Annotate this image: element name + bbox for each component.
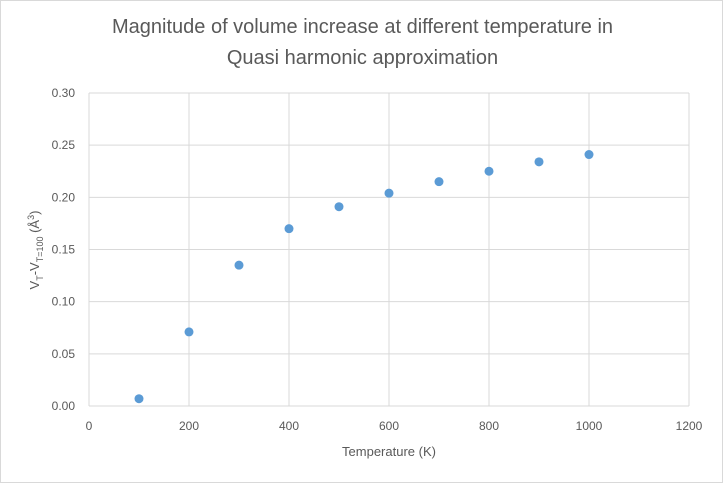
y-axis-title-sub1: T [35,275,45,281]
horizontal-gridlines [89,92,689,407]
y-axis-title-sub2: T=100 [35,237,45,263]
data-point [334,202,344,212]
data-point [534,157,544,167]
y-axis-title-unit: (Å [27,220,42,237]
data-point [584,150,594,160]
data-point [284,224,294,234]
x-tick-label: 200 [179,419,199,433]
x-axis-title: Temperature (K) [342,444,436,459]
y-tick-label: 0.30 [52,86,76,100]
y-axis-title: VT-VT=100 (Å3) [26,211,45,290]
y-tick-label: 0.25 [52,138,76,152]
y-axis-tick-labels: 0.00 0.05 0.10 0.15 0.20 0.25 0.30 [52,86,76,413]
y-axis-title-sup: 3 [26,215,36,220]
x-axis-tick-labels: 0 200 400 600 800 1000 1200 [86,419,703,433]
y-tick-label: 0.05 [52,347,76,361]
y-tick-label: 0.15 [52,243,76,257]
chart-title: Magnitude of volume increase at differen… [0,12,725,74]
chart-title-line-2: Quasi harmonic approximation [226,47,499,69]
y-axis-title-dash: -V [27,262,42,275]
data-point [434,177,444,187]
x-tick-label: 0 [86,419,93,433]
x-tick-label: 1000 [576,419,603,433]
data-point [134,394,144,404]
y-axis-title-close: ) [27,211,42,215]
data-point [184,327,194,337]
chart-title-line-1: Magnitude of volume increase at differen… [111,16,614,38]
data-point [384,188,394,198]
y-tick-label: 0.00 [52,399,76,413]
data-point [234,260,244,270]
data-point [484,166,494,176]
y-tick-label: 0.10 [52,295,76,309]
x-tick-label: 1200 [676,419,703,433]
data-points [134,150,594,404]
x-tick-label: 800 [479,419,499,433]
x-tick-label: 600 [379,419,399,433]
x-tick-label: 400 [279,419,299,433]
y-axis-title-v1: V [27,280,42,289]
y-tick-label: 0.20 [52,190,76,204]
